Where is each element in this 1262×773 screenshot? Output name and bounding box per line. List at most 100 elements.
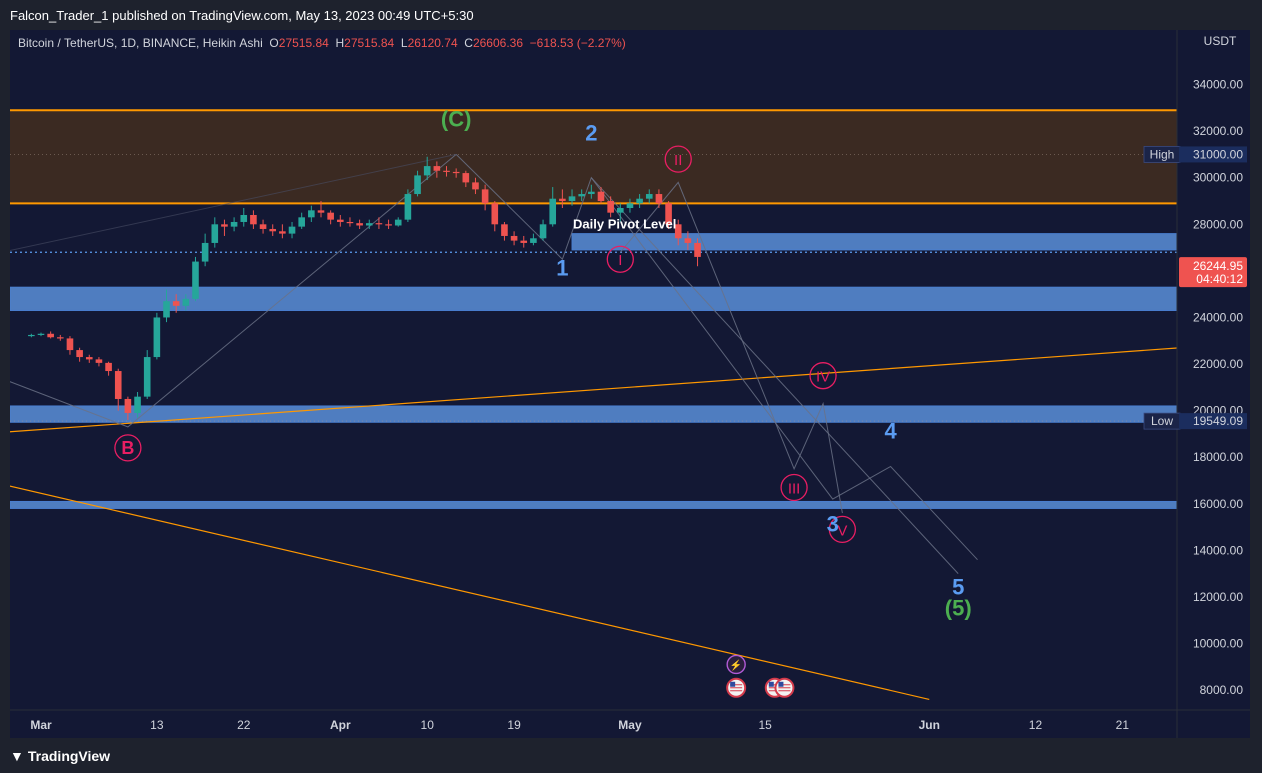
tradingview-logo[interactable]: ▼ TradingView <box>10 748 110 764</box>
candle-body[interactable] <box>327 212 334 220</box>
candle-body[interactable] <box>588 191 595 195</box>
wave-circle-label: IV <box>816 369 830 386</box>
candle-body[interactable] <box>337 219 344 222</box>
candle-body[interactable] <box>549 198 557 225</box>
candle-body[interactable] <box>240 214 248 222</box>
candle-body[interactable] <box>443 170 450 172</box>
candle-body[interactable] <box>665 203 672 225</box>
candle-body[interactable] <box>433 166 441 171</box>
candle-body[interactable] <box>308 210 315 218</box>
candle-body[interactable] <box>607 201 614 213</box>
candle-body[interactable] <box>694 242 701 257</box>
wave-circle-i <box>606 245 634 273</box>
candle-body[interactable] <box>674 224 682 239</box>
candle-body[interactable] <box>645 194 653 199</box>
candle-body[interactable] <box>143 357 151 397</box>
candle-body[interactable] <box>365 223 373 226</box>
candle-body[interactable] <box>559 198 566 202</box>
candle-body[interactable] <box>375 223 383 225</box>
wave-path <box>590 177 959 574</box>
candle-body[interactable] <box>76 350 83 358</box>
candle-body[interactable] <box>481 189 489 204</box>
candle-body[interactable] <box>539 224 547 239</box>
candle-body[interactable] <box>250 214 257 225</box>
candle-body[interactable] <box>423 166 431 176</box>
candle-body[interactable] <box>298 217 305 227</box>
wave-label: (5) <box>945 596 972 621</box>
price-tick-label: 18000.00 <box>1193 450 1243 464</box>
lightning-icon[interactable] <box>726 654 746 675</box>
candle-body[interactable] <box>37 333 45 335</box>
price-tick-label: 12000.00 <box>1193 590 1243 604</box>
candle-body[interactable] <box>172 301 180 306</box>
candle-body[interactable] <box>356 223 363 226</box>
price-tick-label: 16000.00 <box>1193 497 1243 511</box>
wave-label: 2 <box>585 120 597 145</box>
candle-body[interactable] <box>414 175 421 195</box>
candle-body[interactable] <box>510 235 518 241</box>
current-price-tag <box>1179 257 1247 288</box>
candle-body[interactable] <box>47 333 54 338</box>
wave-label: 4 <box>885 419 898 444</box>
candle-body[interactable] <box>201 242 209 262</box>
candle-body[interactable] <box>28 334 35 337</box>
candle-body[interactable] <box>578 194 585 197</box>
price-tick-label: 14000.00 <box>1193 543 1243 557</box>
candle-body[interactable] <box>153 317 161 358</box>
price-tick-label: 30000.00 <box>1193 171 1243 185</box>
wave-path <box>619 181 843 514</box>
wave-circle-ii <box>664 145 692 173</box>
candle-body[interactable] <box>105 362 112 372</box>
candle-body[interactable] <box>66 338 74 351</box>
candle-body[interactable] <box>452 171 460 174</box>
low-price-tag <box>1179 413 1247 430</box>
candle-body[interactable] <box>346 221 354 224</box>
candle-body[interactable] <box>221 224 228 227</box>
us-flag-canton <box>730 681 736 687</box>
candle-body[interactable] <box>192 261 199 299</box>
chart-frame[interactable]: Daily Pivot LevelbBIIIIVIIIV(C)21435(5)⚡… <box>10 30 1250 738</box>
candle-body[interactable] <box>182 298 190 306</box>
candle-body[interactable] <box>597 191 605 202</box>
candle-body[interactable] <box>568 196 576 202</box>
candle-body[interactable] <box>95 359 103 363</box>
wave-circle-label: V <box>837 522 847 539</box>
candle-body[interactable] <box>636 198 643 204</box>
candle-body[interactable] <box>57 337 64 339</box>
candle-body[interactable] <box>404 194 412 220</box>
candle-body[interactable] <box>230 221 238 227</box>
top-bar: Falcon_Trader_1 published on TradingView… <box>0 0 1262 30</box>
candle-body[interactable] <box>617 208 624 213</box>
candle-body[interactable] <box>211 224 219 243</box>
candle-body[interactable] <box>124 398 132 413</box>
candle-body[interactable] <box>288 226 296 234</box>
wave-label: 5 <box>952 575 964 600</box>
candle-body[interactable] <box>530 238 537 243</box>
price-chart[interactable]: Daily Pivot LevelbBIIIIVIIIV(C)21435(5)⚡… <box>10 30 1250 738</box>
wave-circle-label: I <box>618 252 622 269</box>
candle-body[interactable] <box>491 203 499 225</box>
candle-body[interactable] <box>655 194 663 204</box>
wave-circle-label: III <box>788 480 801 497</box>
high-price-text: 31000.00 <box>1193 147 1243 161</box>
price-tick-label: 22000.00 <box>1193 357 1243 371</box>
candle-body[interactable] <box>85 357 93 360</box>
candle-body[interactable] <box>269 228 277 232</box>
candle-body[interactable] <box>134 396 141 413</box>
candle-body[interactable] <box>259 224 267 229</box>
candle-body[interactable] <box>394 219 402 226</box>
candle-body[interactable] <box>520 240 528 243</box>
candle-body[interactable] <box>317 210 325 213</box>
candle-body[interactable] <box>684 238 692 243</box>
candle-body[interactable] <box>626 203 634 209</box>
candle-body[interactable] <box>279 231 286 234</box>
wave-label: 1 <box>556 256 568 281</box>
high-price-tag <box>1179 146 1247 163</box>
candle-body[interactable] <box>114 371 122 399</box>
support-zone <box>10 405 1178 423</box>
candle-body[interactable] <box>501 224 508 236</box>
candle-body[interactable] <box>163 301 170 318</box>
candle-body[interactable] <box>385 224 392 226</box>
candle-body[interactable] <box>462 173 470 183</box>
candle-body[interactable] <box>472 182 479 190</box>
